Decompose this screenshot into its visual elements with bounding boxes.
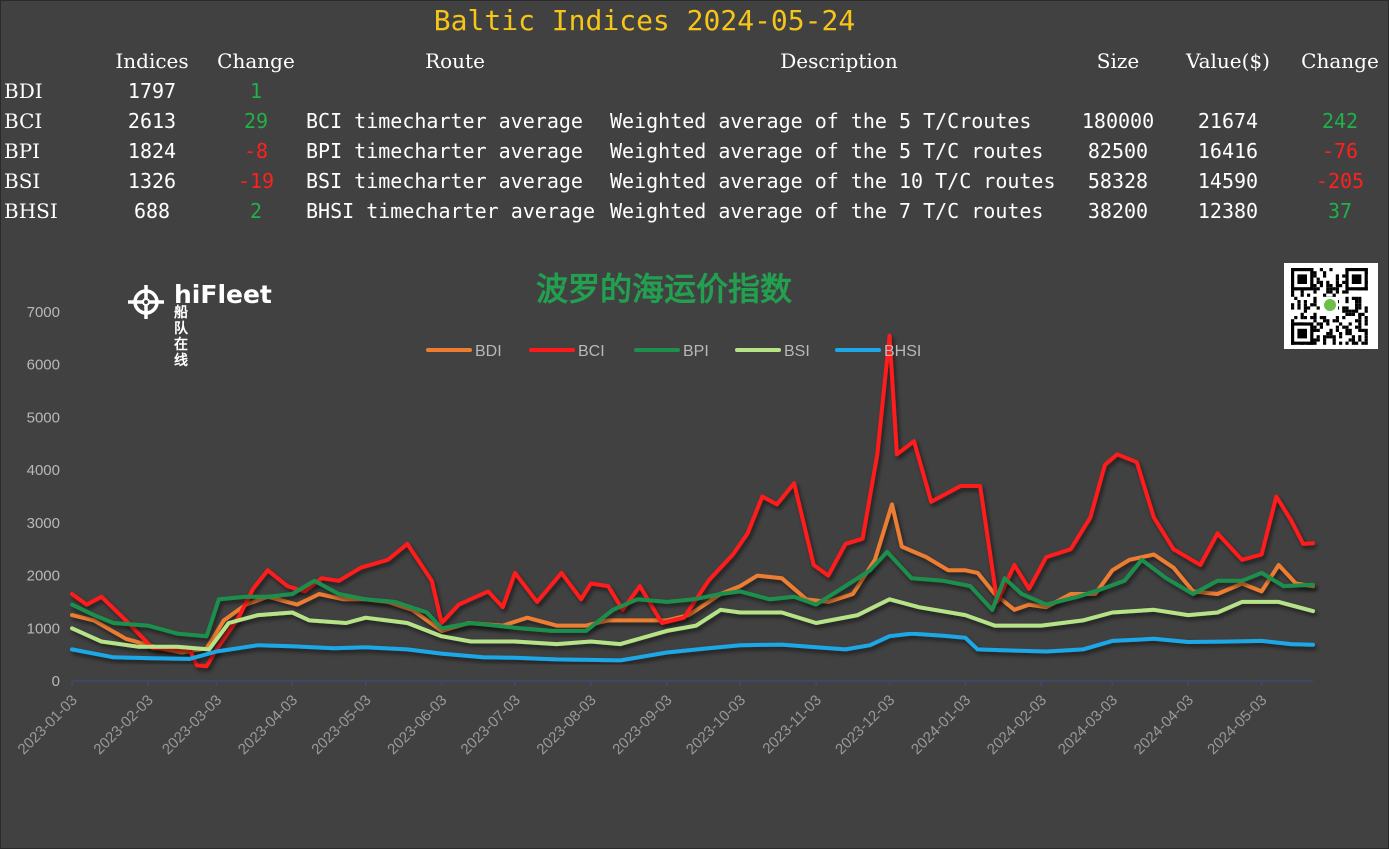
cell-index: 2613 (127, 109, 177, 133)
cell-value: 12380 (1197, 199, 1259, 223)
page-title: Baltic Indices 2024-05-24 (433, 4, 856, 37)
x-tick-label: 2024-04-03 (1131, 692, 1197, 758)
cell-value-change: 37 (1327, 199, 1353, 223)
header-description: Description (780, 49, 898, 73)
cell-value: 16416 (1197, 139, 1259, 163)
x-tick-label: 2023-12-03 (832, 692, 898, 758)
cell-value: 21674 (1197, 109, 1259, 133)
index-line-chart: 波罗的海运价指数 0 1000 2000 3000 4000 5000 6000 7000 202… (15, 270, 1315, 758)
header-value-change: Change (1301, 49, 1379, 73)
header-size: Size (1096, 49, 1140, 73)
cell-description: Weighted average of the 5 T/Croutes (610, 109, 1032, 133)
x-tick-label: 2023-07-03 (458, 692, 524, 758)
y-tick-label: 7000 (27, 304, 60, 321)
series-line-bci (70, 333, 1315, 669)
x-tick-label: 2024-02-03 (984, 692, 1050, 758)
x-tick-label: 2023-02-03 (90, 692, 156, 758)
series-line-bdi (70, 502, 1315, 655)
qr-code-icon (1291, 268, 1368, 345)
series-line-bsi (70, 597, 1315, 652)
x-tick-label: 2023-05-03 (308, 692, 374, 758)
cell-description: Weighted average of the 10 T/C routes (610, 169, 1056, 193)
cell-index: 1326 (127, 169, 177, 193)
y-tick-label: 0 (52, 673, 60, 690)
series-line-bhsi (70, 631, 1315, 663)
cell-size: 38200 (1087, 199, 1149, 223)
y-tick-label: 5000 (27, 409, 60, 426)
cell-route: BSI timecharter average (306, 169, 583, 193)
header-value: Value($) (1186, 49, 1270, 73)
x-tick-label: 2024-05-03 (1204, 692, 1270, 758)
y-tick-label: 1000 (27, 620, 60, 637)
cell-change: -19 (237, 169, 275, 193)
cell-value: 14590 (1197, 169, 1259, 193)
y-tick-label: 3000 (27, 515, 60, 532)
x-tick-label: 2023-08-03 (533, 692, 599, 758)
header-change: Change (217, 49, 295, 73)
x-tick-label: 2023-01-03 (15, 692, 81, 758)
cell-index: 688 (133, 199, 171, 223)
y-tick-label: 4000 (27, 462, 60, 479)
cell-size: 82500 (1087, 139, 1149, 163)
series-line-bpi (70, 549, 1315, 639)
legend-label-bhsi: BHSI (884, 343, 921, 360)
cell-code: BSI (4, 169, 41, 193)
cell-description: Weighted average of the 7 T/C routes (610, 199, 1044, 223)
header-route: Route (425, 49, 485, 73)
cell-size: 180000 (1081, 109, 1155, 133)
y-tick-label: 2000 (27, 568, 60, 585)
cell-route: BPI timecharter average (306, 139, 583, 163)
cell-route: BHSI timecharter average (306, 199, 595, 223)
logo-subtitle: 船队在线 (174, 305, 191, 369)
x-tick-label: 2023-10-03 (683, 692, 749, 758)
cell-value-change: -205 (1315, 169, 1365, 193)
cell-description: Weighted average of the 5 T/C routes (610, 139, 1044, 163)
cell-change: -8 (243, 139, 269, 163)
x-tick-label: 2023-03-03 (159, 692, 225, 758)
cell-change: 2 (249, 199, 263, 223)
x-tick-label: 2023-11-03 (759, 692, 824, 757)
x-tick-label: 2024-01-03 (908, 692, 974, 758)
legend-label-bdi: BDI (475, 343, 502, 360)
cell-size: 58328 (1087, 169, 1149, 193)
cell-code: BHSI (4, 199, 58, 223)
legend-label-bpi: BPI (683, 343, 709, 360)
cell-code: BDI (4, 79, 43, 103)
x-tick-label: 2023-06-03 (384, 692, 450, 758)
legend-label-bci: BCI (578, 343, 605, 360)
x-tick-label: 2024-03-03 (1055, 692, 1121, 758)
y-tick-label: 6000 (27, 357, 60, 374)
cell-value-change: 242 (1321, 109, 1359, 133)
cell-code: BCI (4, 109, 43, 133)
cell-index: 1824 (127, 139, 177, 163)
cell-change: 1 (249, 79, 263, 103)
cell-route: BCI timecharter average (306, 109, 583, 133)
header-indices: Indices (115, 49, 189, 73)
logo-name: hiFleet (174, 280, 272, 309)
chart-title: 波罗的海运价指数 (536, 270, 793, 308)
ship-wheel-icon (128, 285, 164, 319)
qr-code[interactable] (1284, 263, 1378, 349)
cell-value-change: -76 (1321, 139, 1359, 163)
cell-index: 1797 (127, 79, 177, 103)
legend-label-bsi: BSI (784, 343, 810, 360)
cell-code: BPI (4, 139, 41, 163)
cell-change: 29 (243, 109, 269, 133)
x-tick-label: 2023-09-03 (609, 692, 675, 758)
x-tick-label: 2023-04-03 (235, 692, 301, 758)
